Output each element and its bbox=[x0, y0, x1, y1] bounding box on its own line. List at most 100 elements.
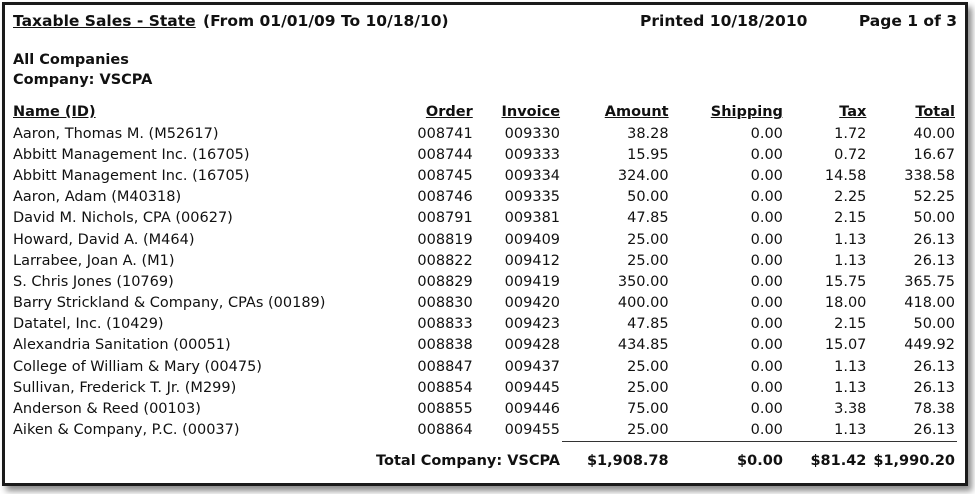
cell-name: Aaron, Thomas M. (M52617) bbox=[13, 125, 219, 142]
cell-order: 008746 bbox=[417, 189, 473, 206]
company-label: Company: VSCPA bbox=[13, 72, 153, 88]
date-range: (From 01/01/09 To 10/18/10) bbox=[203, 12, 449, 30]
cell-name: College of William & Mary (00475) bbox=[13, 358, 262, 375]
cell-order: 008819 bbox=[417, 231, 473, 248]
column-header-shipping: Shipping bbox=[710, 104, 783, 120]
sales-table: Name (ID) Order Invoice Amount Shipping … bbox=[11, 101, 957, 476]
cell-invoice: 009333 bbox=[504, 146, 561, 163]
column-header-invoice: Invoice bbox=[501, 104, 561, 120]
cell-invoice: 009420 bbox=[504, 295, 561, 312]
cell-name: Howard, David A. (M464) bbox=[13, 231, 195, 248]
cell-shipping: 0.00 bbox=[750, 189, 783, 206]
column-header-name: Name (ID) bbox=[13, 104, 96, 120]
table-body: Aaron, Thomas M. (M52617) 008741 009330 38.… bbox=[11, 123, 957, 441]
cell-name: Abbitt Management Inc. (16705) bbox=[13, 167, 250, 184]
cell-order: 008744 bbox=[417, 146, 473, 163]
cell-invoice: 009446 bbox=[504, 401, 561, 418]
cell-order: 008741 bbox=[417, 125, 473, 142]
table-row: S. Chris Jones (10769) 008829 009419 350.00… bbox=[11, 271, 957, 292]
report-header: Taxable Sales - State (From 01/01/09 To … bbox=[13, 12, 957, 34]
cell-order: 008830 bbox=[417, 295, 473, 312]
cell-total: 50.00 bbox=[913, 316, 955, 333]
cell-name: Barry Strickland & Company, CPAs (00189) bbox=[13, 295, 326, 312]
printed-value: 10/18/2010 bbox=[709, 12, 808, 30]
table-row: College of William & Mary (00475) 008847 0… bbox=[11, 356, 957, 377]
cell-amount: 25.00 bbox=[627, 252, 669, 269]
cell-name: Anderson & Reed (00103) bbox=[13, 401, 201, 418]
cell-tax: 15.75 bbox=[824, 273, 867, 290]
cell-shipping: 0.00 bbox=[750, 167, 783, 184]
cell-amount: 50.00 bbox=[627, 189, 669, 206]
total-tax: $81.42 bbox=[784, 440, 869, 476]
cell-tax: 1.72 bbox=[834, 125, 867, 142]
cell-invoice: 009381 bbox=[504, 210, 561, 227]
table-row: Anderson & Reed (00103) 008855 009446 75.00… bbox=[11, 398, 957, 419]
cell-amount: 47.85 bbox=[627, 210, 669, 227]
total-shipping: $0.00 bbox=[670, 440, 785, 476]
cell-tax: 3.38 bbox=[834, 401, 867, 418]
cell-order: 008854 bbox=[417, 379, 473, 396]
cell-shipping: 0.00 bbox=[750, 295, 783, 312]
cell-invoice: 009445 bbox=[504, 379, 561, 396]
cell-name: Aiken & Company, P.C. (00037) bbox=[13, 422, 240, 439]
cell-invoice: 009409 bbox=[504, 231, 561, 248]
cell-total: 26.13 bbox=[913, 379, 955, 396]
cell-total: 449.92 bbox=[904, 337, 955, 354]
table-row: David M. Nichols, CPA (00627) 008791 00938… bbox=[11, 208, 957, 229]
cell-amount: 25.00 bbox=[627, 358, 669, 375]
cell-total: 365.75 bbox=[904, 273, 955, 290]
cell-invoice: 009334 bbox=[504, 167, 561, 184]
cell-total: 40.00 bbox=[913, 125, 955, 142]
cell-shipping: 0.00 bbox=[750, 273, 783, 290]
cell-name: Datatel, Inc. (10429) bbox=[13, 316, 164, 333]
table-row: Howard, David A. (M464) 008819 009409 25.00… bbox=[11, 229, 957, 250]
total-grand: $1,990.20 bbox=[868, 440, 957, 476]
cell-total: 26.13 bbox=[913, 422, 955, 439]
cell-amount: 75.00 bbox=[627, 401, 669, 418]
cell-total: 50.00 bbox=[913, 210, 955, 227]
cell-amount: 324.00 bbox=[617, 167, 669, 184]
cell-tax: 1.13 bbox=[834, 358, 867, 375]
cell-shipping: 0.00 bbox=[750, 401, 783, 418]
total-amount: $1,908.78 bbox=[562, 440, 671, 476]
cell-name: Larrabee, Joan A. (M1) bbox=[13, 252, 175, 269]
cell-name: S. Chris Jones (10769) bbox=[13, 273, 174, 290]
cell-shipping: 0.00 bbox=[750, 210, 783, 227]
cell-amount: 38.28 bbox=[627, 125, 669, 142]
table-row: Alexandria Sanitation (00051) 008838 00942… bbox=[11, 335, 957, 356]
company-total-row: Total Company: VSCPA $1,908.78 $0.00 $81… bbox=[11, 440, 957, 476]
cell-total: 418.00 bbox=[904, 295, 955, 312]
cell-name: Abbitt Management Inc. (16705) bbox=[13, 146, 250, 163]
table-row: Abbitt Management Inc. (16705) 008744 0093… bbox=[11, 144, 957, 165]
cell-name: Alexandria Sanitation (00051) bbox=[13, 337, 231, 354]
cell-tax: 18.00 bbox=[824, 295, 867, 312]
cell-shipping: 0.00 bbox=[750, 146, 783, 163]
cell-name: David M. Nichols, CPA (00627) bbox=[13, 210, 233, 227]
cell-invoice: 009330 bbox=[504, 125, 561, 142]
column-header-amount: Amount bbox=[604, 104, 669, 120]
cell-order: 008829 bbox=[417, 273, 473, 290]
cell-name: Sullivan, Frederick T. Jr. (M299) bbox=[13, 379, 237, 396]
cell-tax: 2.25 bbox=[834, 189, 867, 206]
cell-tax: 2.15 bbox=[834, 210, 867, 227]
cell-order: 008791 bbox=[417, 210, 473, 227]
cell-total: 78.38 bbox=[913, 401, 955, 418]
printed-date: Printed 10/18/2010 bbox=[640, 12, 807, 30]
cell-total: 16.67 bbox=[913, 146, 955, 163]
cell-total: 26.13 bbox=[913, 358, 955, 375]
cell-amount: 25.00 bbox=[627, 422, 669, 439]
cell-order: 008847 bbox=[417, 358, 473, 375]
cell-invoice: 009423 bbox=[504, 316, 561, 333]
cell-tax: 1.13 bbox=[834, 379, 867, 396]
cell-order: 008864 bbox=[417, 422, 473, 439]
scope-label: All Companies bbox=[13, 52, 129, 68]
table-row: Datatel, Inc. (10429) 008833 009423 47.85 0.… bbox=[11, 314, 957, 335]
table-row: Sullivan, Frederick T. Jr. (M299) 008854 0… bbox=[11, 377, 957, 398]
cell-invoice: 009428 bbox=[504, 337, 561, 354]
cell-amount: 25.00 bbox=[627, 231, 669, 248]
cell-shipping: 0.00 bbox=[750, 316, 783, 333]
cell-invoice: 009412 bbox=[504, 252, 561, 269]
cell-shipping: 0.00 bbox=[750, 379, 783, 396]
table-row: Aiken & Company, P.C. (00037) 008864 00945… bbox=[11, 420, 957, 442]
cell-tax: 1.13 bbox=[834, 422, 867, 439]
